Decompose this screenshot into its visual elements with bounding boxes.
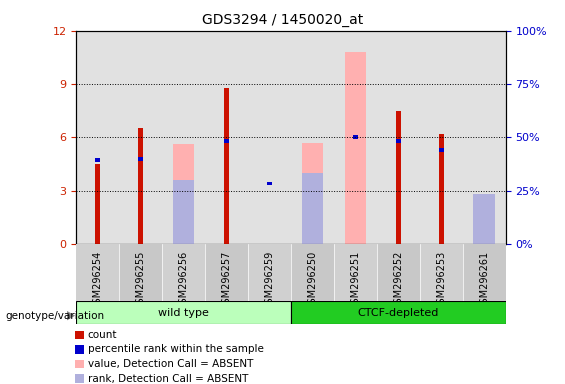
Bar: [291, 31, 334, 244]
Bar: [205, 31, 248, 244]
Bar: [162, 31, 205, 244]
Bar: [248, 31, 291, 244]
Bar: [345, 52, 366, 244]
Bar: [291, 301, 506, 324]
Bar: [224, 88, 229, 244]
Bar: [302, 142, 323, 244]
Text: GSM296256: GSM296256: [179, 251, 189, 310]
Bar: [473, 194, 495, 244]
Text: rank, Detection Call = ABSENT: rank, Detection Call = ABSENT: [88, 374, 248, 384]
Text: genotype/variation: genotype/variation: [6, 311, 105, 321]
Bar: [138, 157, 144, 161]
Bar: [377, 31, 420, 244]
Text: GSM296257: GSM296257: [221, 251, 232, 310]
Bar: [119, 244, 162, 301]
Bar: [248, 31, 291, 244]
Bar: [377, 244, 420, 301]
Text: GSM296252: GSM296252: [393, 251, 403, 310]
Bar: [76, 244, 119, 301]
Bar: [463, 31, 506, 244]
Bar: [138, 128, 144, 244]
Text: GSM296259: GSM296259: [264, 251, 275, 310]
Bar: [173, 144, 194, 244]
Bar: [119, 31, 162, 244]
Bar: [224, 139, 229, 143]
Text: wild type: wild type: [158, 308, 209, 318]
Text: GSM296254: GSM296254: [93, 251, 103, 310]
Bar: [291, 31, 334, 244]
Bar: [173, 180, 194, 244]
Bar: [205, 244, 248, 301]
Text: count: count: [88, 330, 117, 340]
Bar: [76, 31, 119, 244]
Bar: [76, 31, 119, 244]
Bar: [205, 31, 248, 244]
Bar: [473, 205, 495, 244]
Bar: [334, 31, 377, 244]
Bar: [95, 159, 101, 162]
Text: value, Detection Call = ABSENT: value, Detection Call = ABSENT: [88, 359, 253, 369]
Bar: [353, 135, 358, 139]
Polygon shape: [67, 311, 75, 321]
Text: GSM296250: GSM296250: [307, 251, 318, 310]
Bar: [302, 173, 323, 244]
Bar: [420, 31, 463, 244]
Bar: [76, 301, 291, 324]
Bar: [162, 244, 205, 301]
Bar: [438, 134, 444, 244]
Bar: [396, 111, 401, 244]
Bar: [119, 31, 162, 244]
Bar: [267, 182, 272, 185]
Text: CTCF-depleted: CTCF-depleted: [358, 308, 439, 318]
Text: GDS3294 / 1450020_at: GDS3294 / 1450020_at: [202, 13, 363, 27]
Text: GSM296255: GSM296255: [136, 251, 146, 310]
Bar: [396, 139, 401, 143]
Text: GSM296251: GSM296251: [350, 251, 360, 310]
Bar: [463, 244, 506, 301]
Bar: [377, 31, 420, 244]
Bar: [334, 244, 377, 301]
Bar: [420, 244, 463, 301]
Bar: [334, 31, 377, 244]
Bar: [438, 148, 444, 152]
Bar: [420, 31, 463, 244]
Text: GSM296261: GSM296261: [479, 251, 489, 310]
Text: GSM296253: GSM296253: [436, 251, 446, 310]
Bar: [95, 164, 101, 244]
Bar: [248, 244, 291, 301]
Bar: [162, 31, 205, 244]
Bar: [463, 31, 506, 244]
Text: percentile rank within the sample: percentile rank within the sample: [88, 344, 263, 354]
Bar: [291, 244, 334, 301]
